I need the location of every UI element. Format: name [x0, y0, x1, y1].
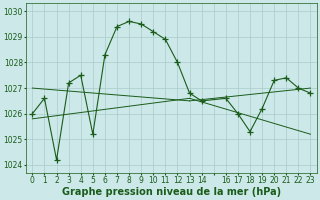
X-axis label: Graphe pression niveau de la mer (hPa): Graphe pression niveau de la mer (hPa) [62, 187, 281, 197]
